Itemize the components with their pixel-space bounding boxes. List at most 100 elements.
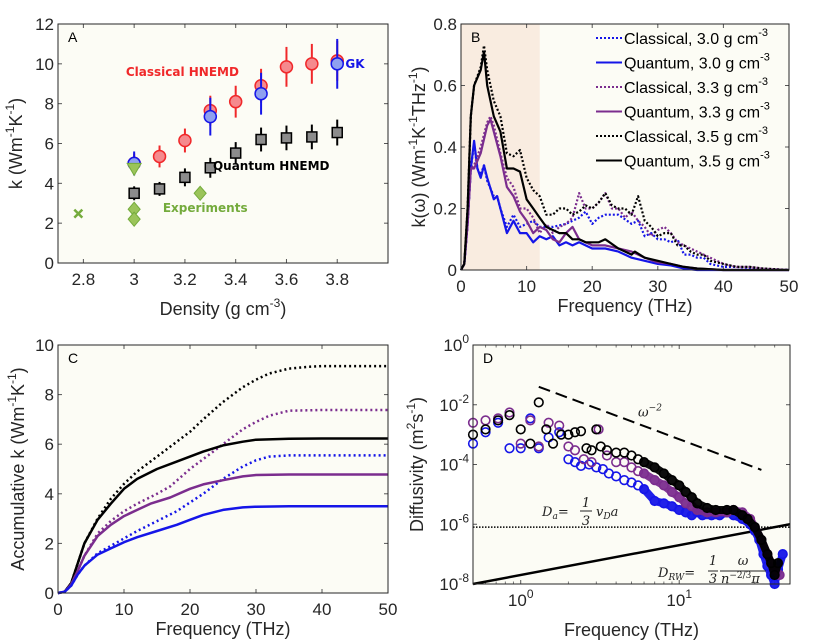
classical-hnemd-point [178, 133, 192, 148]
y-tick-label: 10-6 [439, 511, 469, 534]
diffusivity-point [543, 417, 554, 428]
x-tick-label: 0 [456, 277, 465, 296]
tick-base: 10 [508, 591, 527, 610]
x-tick-label: 40 [714, 277, 733, 296]
experiment-point-x [73, 208, 84, 219]
y-tick-label: 6 [45, 135, 54, 154]
tick-base: 10 [439, 456, 458, 475]
legend-label-text: Quantum, 3.0 g cm [624, 56, 760, 73]
diffusivity-point [554, 427, 565, 438]
panel-c: 0 10 20 30 40 50 0 2 4 6 8 10 C Frequency (THz) Acc… [5, 336, 397, 639]
tick-base: 10 [443, 336, 462, 355]
experiment-point-diamond [127, 211, 141, 227]
panel-c-plot-area [58, 345, 388, 593]
diffusivity-point [601, 445, 613, 456]
panel-d-frame [472, 344, 791, 585]
diffusivity-point [626, 477, 637, 488]
x-tick-label: 30 [648, 277, 667, 296]
panel-b-y-axis-label: k(ω) (Wm-1K-1THz-1) [406, 66, 429, 227]
tick-exp: -6 [458, 511, 469, 525]
tick-exp: -2 [458, 392, 469, 406]
panel-b-x-axis-label: Frequency (THz) [557, 296, 692, 316]
formula-d-rw-density-term: n−2/3π [721, 571, 760, 587]
panel-c-label: C [68, 350, 78, 366]
diffusivity-point [586, 457, 597, 468]
panel-b: 0 10 20 30 40 50 0 0.2 0.4 0.6 0.8 B Classical, 3.… [406, 15, 798, 316]
diffusivity-point [515, 438, 526, 449]
tick-exp: 1 [685, 587, 692, 601]
gk-point [254, 86, 268, 101]
quantum-hnemd-point [128, 187, 140, 200]
x-tick-label: 20 [583, 277, 602, 296]
formula-d-a: Da= 1 3 vDa [541, 496, 618, 529]
formula-d-rw: DRW= 1 3 ω n−2/3π [657, 554, 766, 587]
panel-a-label: A [68, 29, 78, 45]
panel-d-x-axis-label: Frequency (THz) [564, 620, 699, 640]
quantum-hnemd-point [153, 183, 166, 195]
quantum-hnemd-point [280, 132, 293, 144]
formula-d-rw-omega: ω [738, 554, 749, 569]
annotation-gk: GK [345, 57, 365, 71]
diffusivity-point [515, 424, 526, 435]
y-tick-label: 0.4 [433, 138, 457, 157]
panel-d-label: D [483, 350, 493, 366]
y-tick-label: 10-8 [439, 571, 469, 594]
x-tick-label: 40 [313, 600, 332, 619]
legend-label: Quantum, 3.0 g cm-3 [624, 52, 770, 73]
quantum-hnemd-point [229, 147, 242, 159]
panel-a-x-axis-label: Density (g cm-3) [160, 296, 287, 319]
series-line [460, 139, 789, 272]
quantum-hnemd-point [255, 133, 267, 146]
formula-d-a-lhs: Da= [541, 505, 569, 522]
legend-label-text: Quantum, 3.5 g cm [624, 154, 760, 171]
x-tick-label: 3 [129, 270, 138, 289]
y-tick-label: 10 [35, 55, 54, 74]
formula-d-rw-lhs: DRW= [657, 566, 695, 583]
classical-hnemd-point [228, 94, 243, 109]
panel-c-x-axis-label: Frequency (THz) [155, 619, 290, 639]
diffusivity-point [601, 450, 613, 461]
tick-exp: -8 [458, 571, 469, 585]
diffusivity-point [493, 415, 504, 426]
accumulative-line [57, 408, 388, 595]
quantum-hnemd-point [306, 131, 318, 143]
x-tick-label: 10 [517, 277, 536, 296]
gk-point [203, 109, 218, 124]
diffusivity-point [525, 415, 536, 426]
legend-label-sup: -3 [758, 76, 768, 88]
diffusivity-point [504, 410, 515, 421]
panel-d-plot-area [473, 345, 790, 584]
x-tick-label: 10 [115, 600, 134, 619]
accumulative-line [57, 437, 388, 595]
panel-c-frame [57, 344, 389, 594]
legend-label: Quantum, 3.5 g cm-3 [624, 150, 770, 171]
tick-base: 10 [439, 515, 458, 534]
panel-a-marks [73, 38, 344, 227]
diffusivity-point [611, 471, 622, 482]
diffusivity-point [563, 429, 574, 440]
y-tick-label: 10-4 [439, 452, 469, 475]
tick-exp: -4 [458, 452, 469, 466]
y-tick-label: 0.8 [433, 15, 457, 34]
panel-d-y-axis-label: Diffusivity (m2s-1) [404, 397, 427, 532]
x-tick-label: 2.8 [72, 270, 96, 289]
legend-label: Quantum, 3.3 g cm-3 [624, 101, 770, 122]
legend-label: Classical, 3.3 g cm-3 [624, 76, 768, 97]
formula-d-a-rhs: vDa [596, 505, 618, 522]
legend-label-sup: -3 [760, 150, 770, 162]
formula-d-a-denominator: 3 [582, 514, 590, 529]
diffusivity-point [575, 426, 587, 437]
legend-label-text: Quantum, 3.3 g cm [624, 105, 760, 122]
x-tick-label: 30 [247, 600, 266, 619]
annotation-experiments: Experiments [163, 201, 248, 215]
tick-base: 10 [439, 396, 458, 415]
diffusivity-point [569, 445, 581, 456]
y-tick-label: 10-2 [439, 392, 469, 415]
quantum-hnemd-point [331, 126, 343, 139]
x-tick-label: 3.6 [275, 270, 299, 289]
legend-label-sup: -3 [758, 27, 768, 39]
experiment-point-triangle [126, 162, 143, 177]
diffusivity-point [504, 443, 515, 454]
